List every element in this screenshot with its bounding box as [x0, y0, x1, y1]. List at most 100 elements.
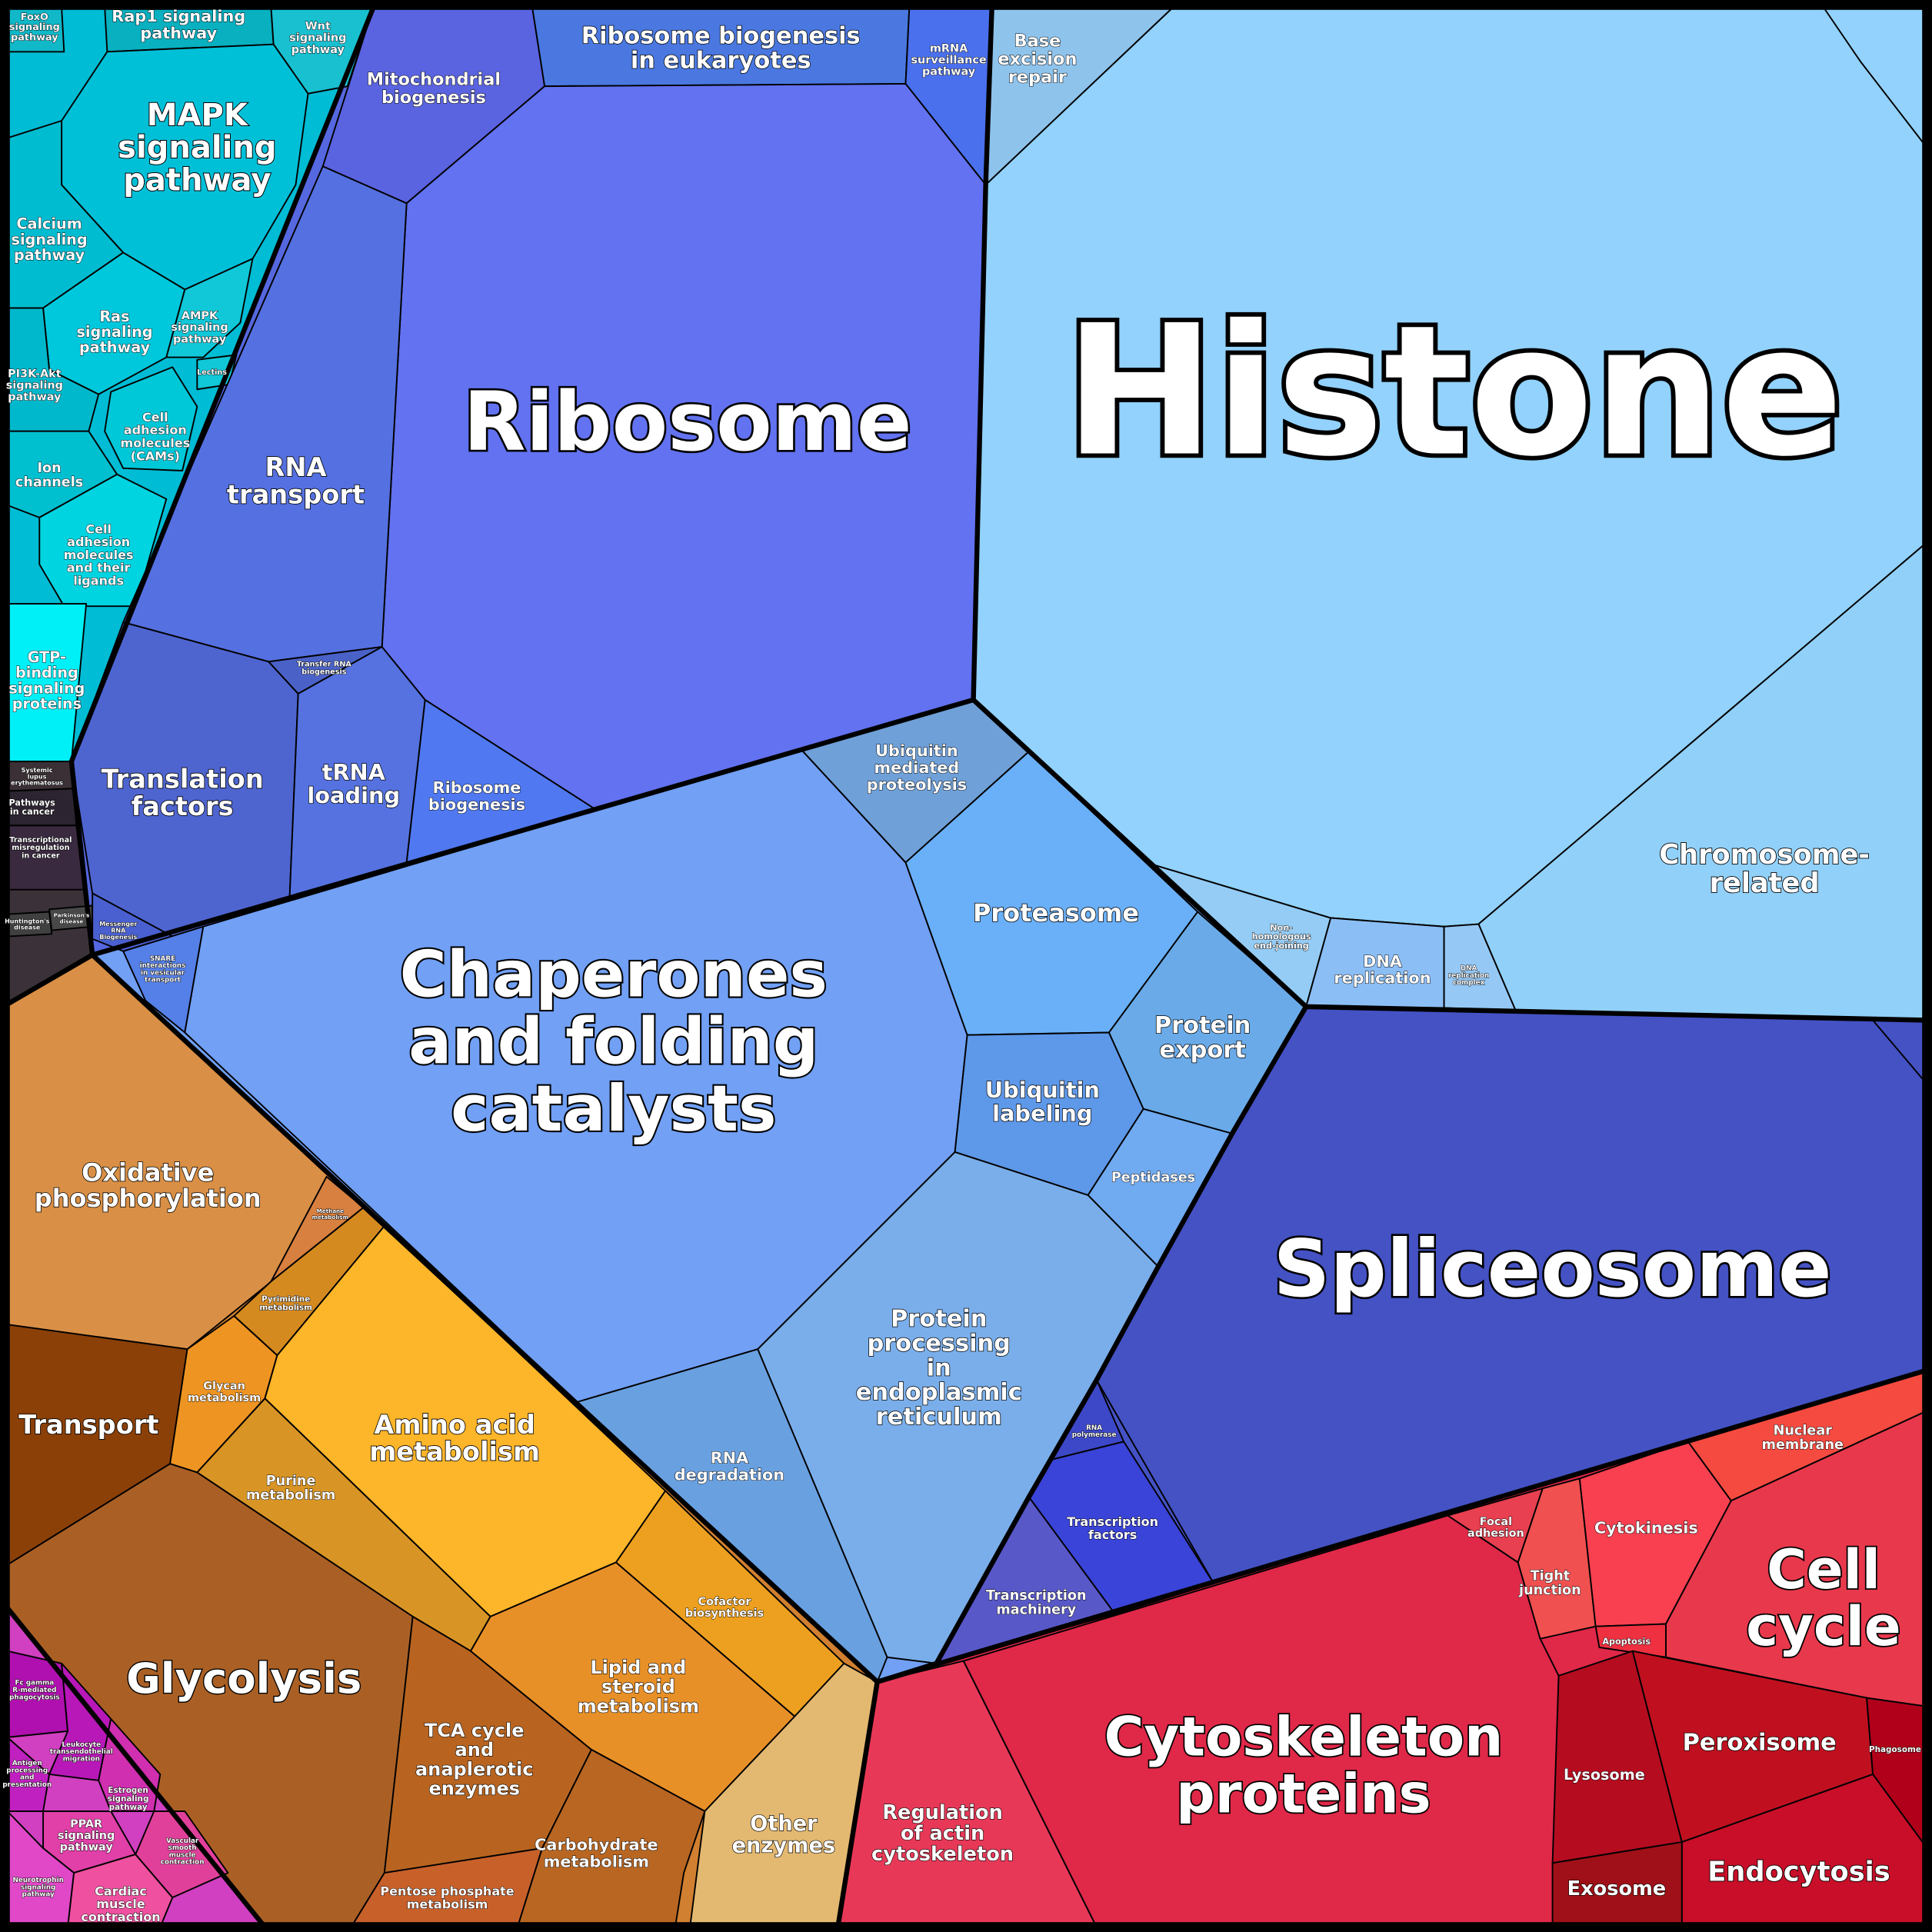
cell-label: Transcription machinery [986, 1588, 1087, 1618]
cell-label: Translation factors [101, 764, 263, 821]
cell-label: Rap1 signaling pathway [112, 7, 245, 42]
cell-label: RNA degradation [675, 1448, 784, 1484]
label-line: Calcium [16, 215, 82, 232]
label-line: presentation [2, 1781, 52, 1789]
cell-label: PI3K-Akt signaling pathway [6, 368, 63, 403]
label-line: in [927, 1354, 951, 1381]
label-line: erythematosus [11, 779, 63, 786]
label-line: migration [63, 1755, 100, 1763]
label-line: smooth [168, 1844, 197, 1852]
label-line: Exosome [1567, 1877, 1667, 1900]
label-line: biosynthesis [685, 1607, 764, 1620]
label-line: of actin [901, 1822, 984, 1845]
cell-label: Neurotrophin signaling pathway [12, 1877, 63, 1899]
label-line: channels [15, 475, 83, 491]
label-line: homologous [1252, 931, 1311, 941]
label-line: Purine [266, 1474, 316, 1489]
label-line: Transfer RNA [297, 660, 352, 668]
group-border [5, 5, 376, 1007]
label-line: enzymes [428, 1778, 520, 1800]
cell-label: AMPK signaling pathway [171, 310, 228, 345]
cell-label: Cell adhesion molecules and their ligands [64, 521, 134, 588]
cell-label: Transcription factors [1067, 1514, 1158, 1542]
cell-label: DNA replication [1334, 952, 1431, 988]
cell-label: Peptidases [1111, 1171, 1195, 1186]
label-line: Glycolysis [126, 1654, 361, 1703]
label-line: Ubiquitin [875, 741, 958, 760]
cell-label: Ubiquitin labeling [985, 1077, 1100, 1126]
label-line: Non- [1270, 922, 1293, 932]
label-line: biogenesis [301, 668, 347, 676]
cell-label: Protein processing in endoplasmic reticulum [856, 1305, 1022, 1431]
label-line: Protein [1154, 1011, 1251, 1038]
label-line: biogenesis [428, 795, 525, 814]
cell-label: Messenger RNA Biogenesis [99, 921, 137, 941]
label-line: adhesion [67, 535, 130, 549]
cell-label: Wnt signaling pathway [289, 21, 346, 56]
label-line: transendothelial [50, 1748, 113, 1756]
label-line: transport [227, 479, 365, 509]
label-line: Wnt [305, 21, 331, 33]
label-line: pathway [22, 1891, 55, 1899]
label-line: signaling [21, 1884, 55, 1891]
cell-label: Purine metabolism [246, 1474, 335, 1504]
label-line: Focal [1480, 1516, 1512, 1528]
cell-label: Transfer RNA biogenesis [297, 660, 352, 676]
label-line: mRNA [930, 42, 968, 55]
label-line: tRNA [322, 759, 386, 785]
label-line: signaling [8, 679, 85, 697]
cell-label: Cofactor biosynthesis [685, 1596, 764, 1620]
label-line: signaling [108, 1794, 149, 1804]
cell-label: Focal adhesion [1467, 1516, 1524, 1540]
label-line: and folding [408, 1004, 818, 1078]
label-line: and [20, 1774, 35, 1782]
label-line: MAPK [147, 98, 249, 133]
label-line: muscle [169, 1851, 196, 1859]
label-line: in eukaryotes [631, 47, 811, 74]
label-line: degradation [675, 1465, 784, 1484]
label-line: DNA [1461, 965, 1477, 973]
label-line: lupus [28, 773, 47, 780]
label-line: Amino acid [374, 1409, 535, 1439]
label-line: end-joining [1254, 941, 1308, 951]
label-line: Transcription [1067, 1514, 1158, 1529]
label-line: metabolism [578, 1695, 699, 1717]
cell-label: Fc gamma R-mediated phagocytosis [9, 1680, 60, 1702]
label-line: interactions [140, 962, 186, 970]
label-line: Histone [1064, 287, 1844, 496]
label-line: R-mediated [12, 1687, 56, 1694]
cell-label: Lectins [197, 368, 227, 376]
label-line: Lipid and [590, 1657, 686, 1678]
cell-label: mRNA surveillance pathway [911, 42, 986, 78]
label-line: Lectins [197, 368, 227, 376]
label-line: pathway [79, 338, 151, 356]
label-line: metabolism [544, 1852, 649, 1870]
label-line: Cofactor [698, 1596, 752, 1608]
label-line: Base [1014, 31, 1061, 51]
label-line: proteins [1176, 1763, 1431, 1826]
label-line: anaplerotic [415, 1758, 534, 1780]
label-line: signaling [9, 22, 60, 33]
label-line: Other [750, 1812, 818, 1836]
label-line: GTP- [28, 648, 66, 666]
cell-label: Proteasome [973, 898, 1139, 928]
cells [6, 6, 1928, 1928]
label-line: DNA [1363, 952, 1402, 971]
label-line: mediated [874, 758, 959, 777]
label-line: Transport [18, 1409, 158, 1439]
label-line: cytoskeleton [871, 1843, 1014, 1866]
cell-label: Histone [1064, 287, 1844, 496]
label-line: Nuclear [1774, 1423, 1833, 1438]
label-line: signaling [6, 379, 63, 391]
label-line: signaling [76, 322, 152, 340]
group-border [874, 1004, 1930, 1684]
label-line: metabolism [312, 1213, 348, 1220]
cell-label: Transport [18, 1409, 158, 1439]
label-line: Chromosome- [1659, 838, 1870, 870]
label-line: phagocytosis [9, 1694, 60, 1701]
label-line: loading [307, 782, 400, 808]
label-line: metabolism [369, 1437, 540, 1467]
label-line: Systemic [22, 766, 53, 773]
label-line: surveillance [911, 54, 986, 66]
